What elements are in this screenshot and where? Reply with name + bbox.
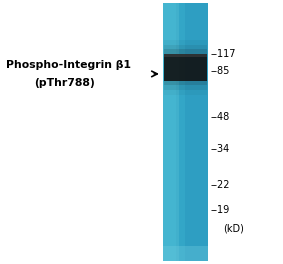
Bar [164,49,207,85]
Bar [203,3,205,261]
Text: --34: --34 [211,144,230,154]
Bar [186,3,188,261]
Bar [163,3,164,261]
Bar [180,3,181,261]
Text: --85: --85 [211,66,230,76]
Bar [188,3,189,261]
Bar [163,246,208,261]
Bar [199,3,200,261]
Bar [164,54,207,57]
Bar [202,3,203,261]
Bar [176,3,177,261]
Bar [183,3,184,261]
Text: --22: --22 [211,180,230,190]
Bar [167,3,168,261]
Bar [168,3,170,261]
Bar [190,3,191,261]
Bar [206,3,207,261]
Bar [166,3,167,261]
Bar [164,54,207,81]
Bar [198,3,199,261]
Bar [171,3,172,261]
Text: --48: --48 [211,112,230,122]
Bar [185,3,186,261]
Bar [194,3,196,261]
Bar [200,3,201,261]
Text: (kD): (kD) [224,223,245,233]
Bar [179,3,180,261]
Bar [172,3,173,261]
Bar [193,3,194,261]
Bar [164,3,165,261]
Bar [189,3,190,261]
Text: (pThr788): (pThr788) [34,78,95,88]
Bar [181,3,182,261]
Bar [175,3,176,261]
Bar [165,3,166,261]
Bar [197,3,198,261]
Bar [192,3,193,261]
Bar [207,3,208,261]
Bar [184,3,185,261]
Bar [205,3,206,261]
Bar [173,3,174,261]
Text: Phospho-Integrin β1: Phospho-Integrin β1 [6,60,131,70]
Bar [170,3,171,261]
Text: --117: --117 [211,49,236,59]
Bar [191,3,192,261]
Bar [164,45,207,90]
Bar [201,3,202,261]
Bar [196,3,197,261]
Bar [164,40,207,95]
Bar [174,3,175,261]
Bar [163,3,179,261]
Text: --19: --19 [211,205,230,215]
Bar [182,3,183,261]
Bar [177,3,179,261]
